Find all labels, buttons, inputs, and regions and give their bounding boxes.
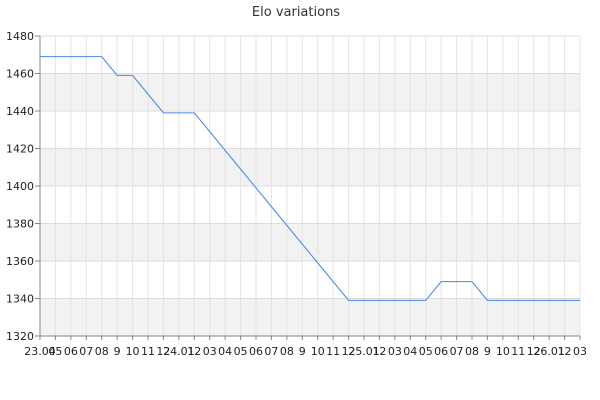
x-tick-label: 08 [95, 345, 109, 358]
x-tick-label: 23.04 [24, 345, 56, 358]
y-tick-label: 1460 [6, 68, 34, 81]
x-tick-label: 08 [280, 345, 294, 358]
x-tick-label: 11 [141, 345, 155, 358]
grid-band [40, 298, 580, 336]
x-tick-label: 12 [527, 345, 541, 358]
x-tick-label: 12 [342, 345, 356, 358]
grid-band [40, 73, 580, 111]
grid-band [40, 223, 580, 261]
x-tick-label: 10 [496, 345, 510, 358]
x-tick-label: 06 [249, 345, 263, 358]
x-tick-label: 12 [558, 345, 572, 358]
y-tick-label: 1340 [6, 293, 34, 306]
x-tick-label: 25.01 [348, 345, 380, 358]
x-tick-label: 12 [156, 345, 170, 358]
background-bands [40, 73, 580, 336]
y-tick-label: 1480 [6, 30, 34, 43]
x-tick-label: 06 [64, 345, 78, 358]
x-tick-label: 05 [48, 345, 62, 358]
x-tick-label: 9 [484, 345, 491, 358]
x-tick-label: 12 [372, 345, 386, 358]
x-tick-label: 10 [311, 345, 325, 358]
y-tick-label: 1440 [6, 105, 34, 118]
y-tick-label: 1320 [6, 330, 34, 343]
x-tick-label: 07 [450, 345, 464, 358]
y-tick-label: 1400 [6, 180, 34, 193]
x-tick-label: 06 [434, 345, 448, 358]
x-tick-label: 03 [388, 345, 402, 358]
x-tick-label: 08 [465, 345, 479, 358]
x-tick-label: 9 [114, 345, 121, 358]
x-tick-label: 26.01 [533, 345, 565, 358]
x-tick-label: 07 [79, 345, 93, 358]
grid-band [40, 148, 580, 186]
x-tick-label: 9 [299, 345, 306, 358]
x-tick-label: 04 [403, 345, 417, 358]
series-group [40, 56, 580, 301]
y-tick-label: 1380 [6, 218, 34, 231]
x-tick-label: 07 [264, 345, 278, 358]
y-tick-label: 1420 [6, 143, 34, 156]
chart-title: Elo variations [252, 5, 340, 20]
x-tick-label: 04 [218, 345, 232, 358]
x-tick-label: 24.01 [163, 345, 195, 358]
x-tick-label: 11 [326, 345, 340, 358]
x-tick-label: 03 [203, 345, 217, 358]
y-axis-ticks: 1320 1340 1360 1380 1400 1420 1440 1460 1480 [6, 30, 40, 343]
x-tick-label: 03 [573, 345, 587, 358]
x-tick-label: 11 [511, 345, 525, 358]
x-tick-label: 12 [187, 345, 201, 358]
x-tick-label: 05 [234, 345, 248, 358]
x-tick-label: 05 [419, 345, 433, 358]
x-tick-label: 10 [126, 345, 140, 358]
series-line [40, 56, 580, 301]
y-tick-label: 1360 [6, 255, 34, 268]
